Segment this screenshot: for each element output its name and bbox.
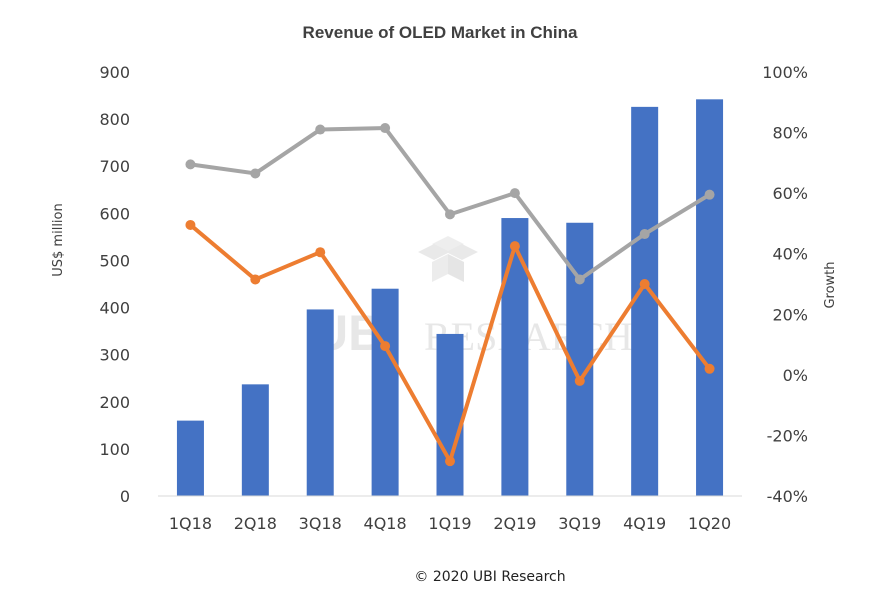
bar-4q19 — [631, 106, 659, 497]
copyright-footer: © 2020 UBI Research — [414, 569, 565, 585]
bar-2q19 — [501, 218, 529, 497]
y2-tick-label: 20% — [772, 305, 808, 324]
bar-2q18 — [241, 384, 269, 496]
y-tick-label: 0 — [120, 487, 130, 506]
x-tick-label: 2Q18 — [234, 514, 277, 533]
y-tick-label: 300 — [99, 346, 130, 365]
growth-point-gray-2q18 — [250, 168, 261, 179]
growth-point-gray-4q18 — [380, 123, 391, 134]
growth-point-orange-3q18 — [315, 247, 326, 258]
x-tick-label: 4Q19 — [623, 514, 666, 533]
y-axis-left-ticks: 0 100 200 300 400 500 600 700 800 900 — [99, 63, 130, 506]
growth-point-orange-4q19 — [639, 279, 650, 289]
x-tick-label: 1Q18 — [169, 514, 212, 533]
y-tick-label: 900 — [99, 63, 130, 82]
x-tick-label: 1Q20 — [688, 514, 731, 533]
y2-tick-label: 40% — [772, 245, 808, 264]
bar-1q18 — [176, 420, 204, 496]
bar-series — [176, 99, 724, 497]
x-axis-ticks: 1Q18 2Q18 3Q18 4Q18 1Q19 2Q19 3Q19 4Q19 1Q20 — [169, 514, 731, 533]
y-tick-label: 800 — [99, 110, 130, 129]
growth-point-orange-1q19 — [445, 456, 455, 467]
growth-point-orange-4q18 — [380, 341, 391, 352]
chart-title: Revenue of OLED Market in China — [303, 23, 578, 42]
y-tick-label: 200 — [99, 393, 130, 412]
bar-4q18 — [371, 288, 399, 496]
growth-point-gray-1q18 — [185, 159, 196, 170]
x-tick-label: 3Q19 — [558, 514, 601, 533]
x-tick-label: 2Q19 — [493, 514, 536, 533]
growth-point-gray-2q19 — [509, 188, 520, 199]
y-axis-label: US$ million — [51, 203, 66, 276]
x-tick-label: 1Q19 — [428, 514, 471, 533]
y2-tick-label: 0% — [783, 366, 808, 385]
x-tick-label: 3Q18 — [299, 514, 342, 533]
growth-point-orange-2q19 — [509, 241, 520, 252]
bar-3q18 — [306, 309, 334, 496]
x-tick-label: 4Q18 — [364, 514, 407, 533]
watermark-cube-icon — [418, 236, 478, 282]
line-series — [185, 123, 715, 467]
y-axis-right-ticks: -40% -20% 0% 20% 40% 60% 80% 100% — [762, 63, 808, 506]
y2-tick-label: 60% — [772, 184, 808, 203]
y-tick-label: 500 — [99, 251, 130, 270]
growth-point-gray-4q19 — [639, 229, 650, 240]
y2-tick-label: 100% — [762, 63, 808, 82]
y2-axis-label: Growth — [823, 261, 838, 308]
y-tick-label: 600 — [99, 204, 130, 223]
y2-tick-label: -40% — [767, 487, 808, 506]
y2-tick-label: -20% — [767, 426, 808, 445]
bar-1q19 — [436, 333, 464, 496]
growth-point-orange-1q20 — [704, 363, 715, 374]
growth-point-gray-1q20 — [704, 189, 715, 200]
y2-tick-label: 80% — [772, 124, 808, 143]
growth-point-orange-2q18 — [250, 274, 261, 285]
growth-point-gray-1q19 — [445, 209, 455, 220]
growth-point-orange-1q18 — [185, 219, 196, 230]
bar-1q20 — [696, 99, 724, 496]
growth-point-gray-3q18 — [315, 124, 326, 135]
y-tick-label: 400 — [99, 299, 130, 318]
y-tick-label: 100 — [99, 440, 130, 459]
growth-point-orange-3q19 — [574, 375, 585, 386]
growth-point-gray-3q19 — [574, 274, 585, 285]
y-tick-label: 700 — [99, 157, 130, 176]
